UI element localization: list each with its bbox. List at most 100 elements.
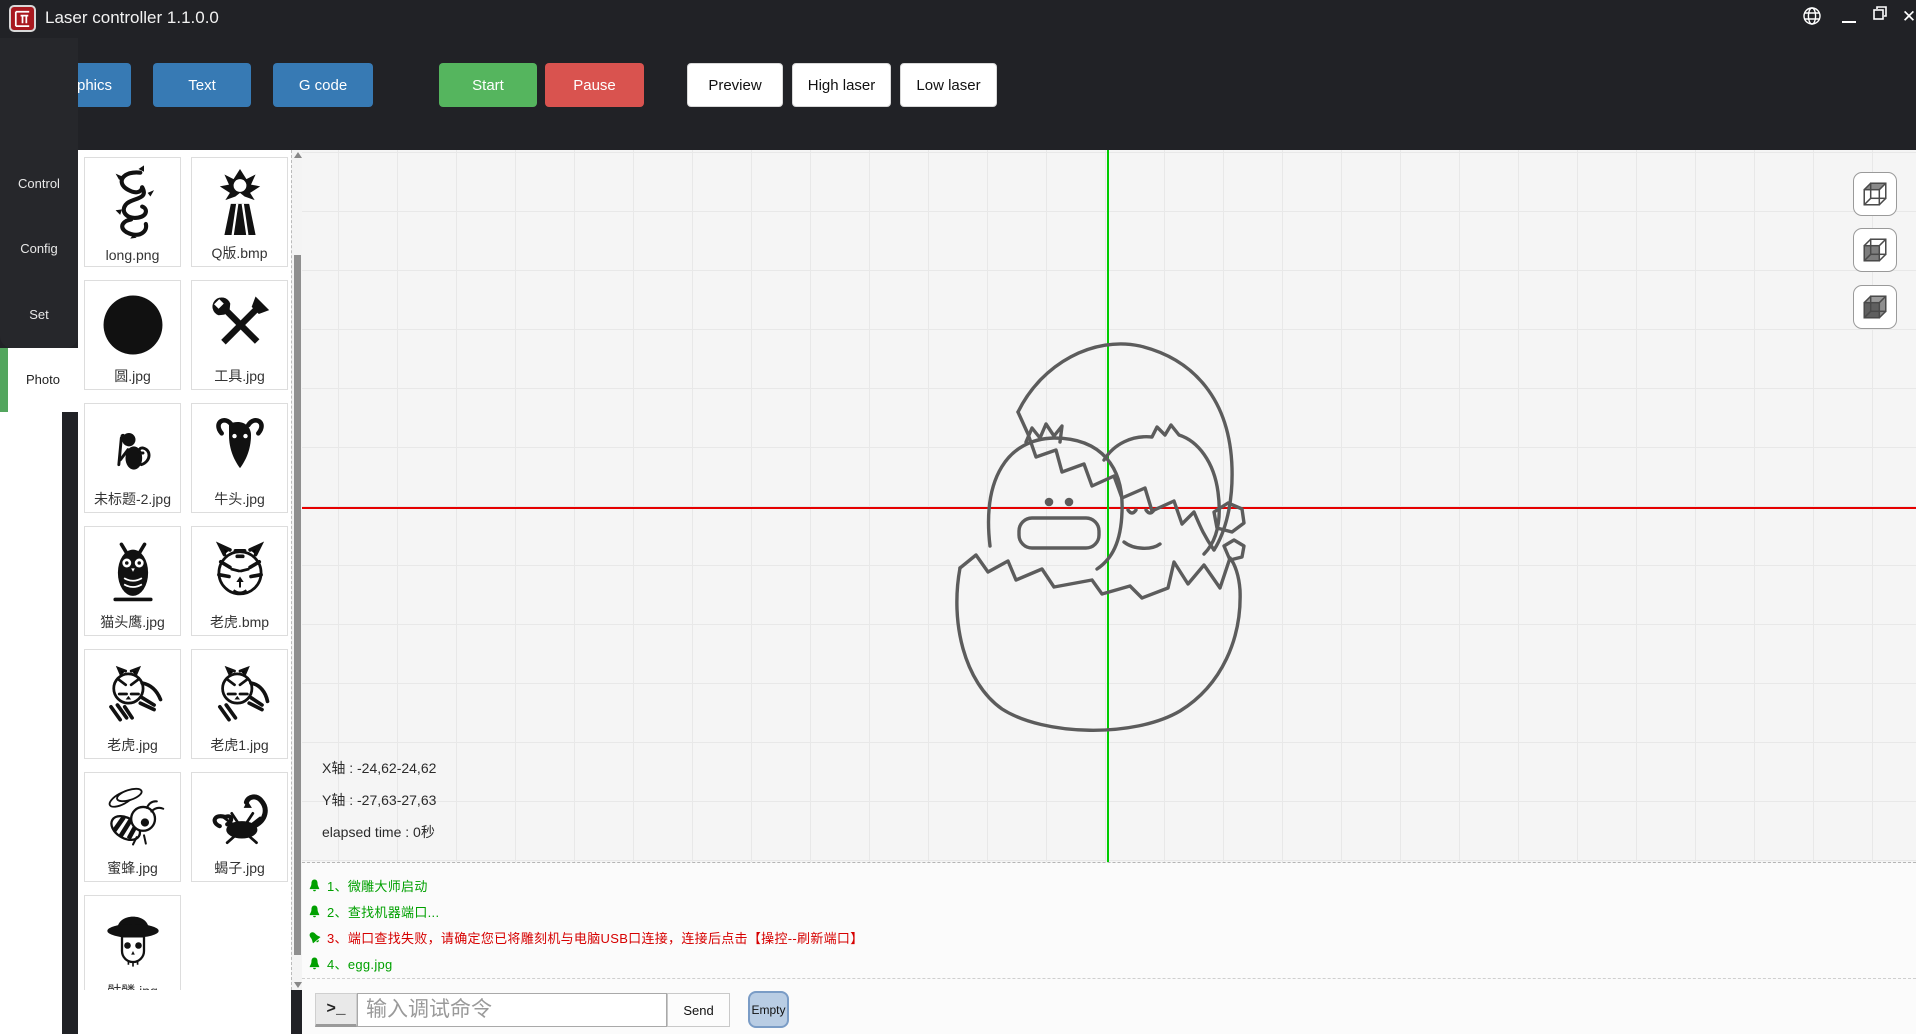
scroll-up-arrow-icon[interactable]	[294, 152, 302, 158]
photo-list-scrollbar[interactable]	[291, 150, 302, 990]
photo-library-panel: long.png Q版.bmp 圆.jpg	[78, 150, 291, 1034]
sombrero-skull-thumbnail-icon	[85, 898, 180, 982]
monkey-thumbnail-icon	[85, 406, 180, 490]
photo-card-tiger1[interactable]: 老虎1.jpg	[191, 649, 288, 759]
anime-girl-thumbnail-icon	[192, 160, 287, 244]
command-bar-separator	[302, 978, 1916, 979]
photo-filename: 工具.jpg	[214, 368, 265, 384]
start-button[interactable]: Start	[439, 63, 537, 107]
canvas-grid	[302, 150, 1916, 862]
x-axis-range: X轴 : -24,62-24,62	[322, 760, 437, 776]
console-message-1: 1、微雕大师启动	[308, 872, 864, 898]
photo-filename: 蝎子.jpg	[214, 860, 265, 876]
console-message-4: 4、egg.jpg	[308, 950, 864, 976]
rail-background	[0, 412, 62, 1034]
owl-thumbnail-icon	[85, 529, 180, 613]
view-cube-front-button[interactable]	[1853, 228, 1897, 272]
photo-filename: 老虎.jpg	[107, 737, 158, 753]
sidebar-tab-photo[interactable]: Photo	[8, 348, 78, 412]
high-laser-button[interactable]: High laser	[792, 63, 891, 107]
tiger-thumbnail-icon	[85, 652, 180, 736]
photo-card-bee[interactable]: 蜜蜂.jpg	[84, 772, 181, 882]
preview-button[interactable]: Preview	[687, 63, 783, 107]
tiger-face-thumbnail-icon	[192, 529, 287, 613]
photo-filename: Q版.bmp	[211, 245, 268, 261]
view-cube-top-button[interactable]	[1853, 172, 1897, 216]
sidebar-tab-rail	[0, 38, 78, 348]
view-cube-solid-button[interactable]	[1853, 285, 1897, 329]
photo-filename: long.png	[105, 247, 160, 263]
debug-command-input[interactable]	[357, 993, 667, 1027]
photo-card-long[interactable]: long.png	[84, 157, 181, 267]
low-laser-button[interactable]: Low laser	[900, 63, 997, 107]
pause-button[interactable]: Pause	[545, 63, 644, 107]
photo-card-bull[interactable]: 牛头.jpg	[191, 403, 288, 513]
crosshair-y-axis-line	[1107, 150, 1109, 862]
photo-card-tiger-bmp[interactable]: 老虎.bmp	[191, 526, 288, 636]
black-circle-thumbnail-icon	[85, 283, 180, 367]
photo-card-skull[interactable]: 骷髅.jpg	[84, 895, 181, 990]
gcode-button[interactable]: G code	[273, 63, 373, 107]
bull-head-thumbnail-icon	[192, 406, 287, 490]
command-prompt-label: >_	[315, 993, 357, 1027]
photo-filename: 未标题-2.jpg	[93, 491, 172, 507]
tilted-bell-icon	[309, 931, 321, 943]
photo-card-scorpion[interactable]: 蝎子.jpg	[191, 772, 288, 882]
cube-top-shaded-icon	[1863, 182, 1887, 206]
tiger-thumbnail-icon	[192, 652, 287, 736]
bell-icon	[309, 879, 320, 891]
cube-solid-shaded-icon	[1863, 295, 1887, 319]
y-axis-range: Y轴 : -27,63-27,63	[322, 792, 437, 808]
close-button[interactable]: ✕	[1901, 7, 1916, 26]
restore-button[interactable]	[1867, 4, 1893, 30]
console-log: 1、微雕大师启动 2、查找机器端口... 3、端口查找失败，请确定您已将雕刻机与…	[308, 872, 864, 976]
empty-button[interactable]: Empty	[748, 991, 789, 1028]
photo-filename: 骷髅.jpg	[85, 981, 180, 990]
sidebar-tab-set[interactable]: Set	[29, 307, 49, 322]
axis-info-block: X轴 : -24,62-24,62 Y轴 : -27,63-27,63 elap…	[322, 758, 436, 854]
photo-card-tiger-jpg[interactable]: 老虎.jpg	[84, 649, 181, 759]
active-tab-accent-bar	[0, 348, 8, 412]
scroll-down-arrow-icon[interactable]	[294, 982, 302, 988]
language-globe-icon[interactable]	[1799, 6, 1825, 32]
text-button[interactable]: Text	[153, 63, 251, 107]
sidebar-tab-config[interactable]: Config	[20, 241, 58, 256]
send-button[interactable]: Send	[667, 993, 730, 1027]
photo-card-circle[interactable]: 圆.jpg	[84, 280, 181, 390]
bee-thumbnail-icon	[85, 775, 180, 859]
minimize-icon	[1842, 21, 1856, 23]
photo-filename: 圆.jpg	[114, 368, 151, 384]
console-message-text: 4、egg.jpg	[327, 956, 393, 972]
console-separator	[302, 862, 1916, 863]
sidebar-tab-control[interactable]: Control	[18, 176, 60, 191]
console-message-text: 1、微雕大师启动	[327, 878, 428, 894]
photo-card-list: long.png Q版.bmp 圆.jpg	[84, 157, 288, 990]
elapsed-time: elapsed time : 0秒	[322, 824, 435, 840]
bell-icon	[309, 957, 320, 969]
photo-filename: 猫头鹰.jpg	[100, 614, 165, 630]
console-message-text: 2、查找机器端口...	[327, 904, 440, 920]
titlebar: Laser controller 1.1.0.0 ✕	[0, 0, 1916, 38]
crossed-tools-thumbnail-icon	[192, 283, 287, 367]
crosshair-x-axis-line	[302, 507, 1916, 509]
photo-card-qban[interactable]: Q版.bmp	[191, 157, 288, 267]
dragon-thumbnail-icon	[85, 160, 180, 244]
minimize-button[interactable]	[1836, 4, 1862, 30]
photo-filename: 老虎.bmp	[209, 614, 270, 630]
photo-filename: 蜜蜂.jpg	[107, 860, 158, 876]
window-title: Laser controller 1.1.0.0	[45, 8, 219, 27]
console-message-2: 2、查找机器端口...	[308, 898, 864, 924]
scrollbar-thumb[interactable]	[294, 255, 301, 955]
photo-card-owl[interactable]: 猫头鹰.jpg	[84, 526, 181, 636]
bell-icon	[309, 905, 320, 917]
scorpion-thumbnail-icon	[192, 775, 287, 859]
photo-filename: 老虎1.jpg	[210, 737, 269, 753]
console-message-text: 3、端口查找失败，请确定您已将雕刻机与电脑USB口连接，连接后点击【操控--刷新…	[327, 930, 864, 946]
cube-front-shaded-icon	[1863, 238, 1887, 262]
photo-filename: 牛头.jpg	[214, 491, 265, 507]
engraving-canvas[interactable]: X轴 : -24,62-24,62 Y轴 : -27,63-27,63 elap…	[302, 150, 1916, 1034]
photo-card-untitled2[interactable]: 未标题-2.jpg	[84, 403, 181, 513]
photo-card-tools[interactable]: 工具.jpg	[191, 280, 288, 390]
console-message-3: 3、端口查找失败，请确定您已将雕刻机与电脑USB口连接，连接后点击【操控--刷新…	[308, 924, 864, 950]
app-logo-icon	[9, 5, 36, 32]
